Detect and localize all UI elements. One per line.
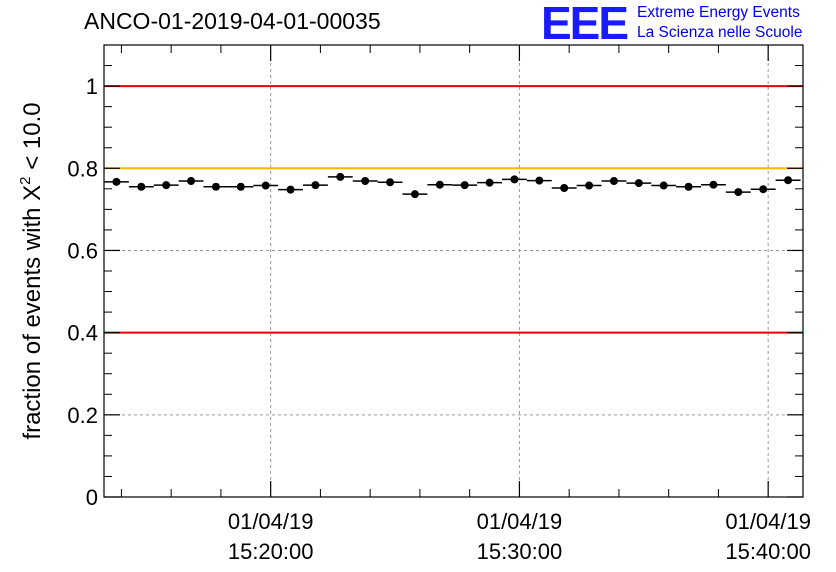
data-point bbox=[626, 179, 652, 188]
point-marker bbox=[187, 177, 196, 186]
point-marker bbox=[535, 176, 544, 185]
data-point bbox=[601, 177, 627, 186]
y-tick-label: 1 bbox=[86, 74, 98, 99]
point-marker bbox=[261, 181, 270, 190]
eee-logo-text: Extreme Energy Events La Scienza nelle S… bbox=[637, 3, 802, 43]
y-axis-label-superscript: 2 bbox=[17, 176, 34, 184]
point-marker bbox=[162, 181, 171, 190]
point-marker bbox=[684, 182, 693, 191]
reference-lines bbox=[104, 85, 803, 334]
y-tick-label: 0.4 bbox=[67, 321, 98, 346]
x-tick-label-time: 15:40:00 bbox=[725, 539, 811, 564]
y-axis-label-prefix: fraction of events with bbox=[19, 201, 46, 440]
data-point bbox=[427, 180, 453, 189]
data-point bbox=[701, 180, 726, 189]
data-point bbox=[377, 178, 403, 187]
data-point bbox=[203, 182, 229, 191]
y-tick-label: 0.6 bbox=[67, 238, 98, 263]
data-point bbox=[750, 185, 776, 194]
x-tick-label-time: 15:20:00 bbox=[228, 539, 314, 564]
point-marker bbox=[311, 181, 320, 190]
data-point bbox=[228, 182, 254, 191]
point-marker bbox=[286, 185, 295, 194]
point-marker bbox=[510, 175, 519, 184]
chart-title: ANCO-01-2019-04-01-00035 bbox=[84, 8, 381, 34]
data-points bbox=[104, 172, 801, 199]
logo-line-1: Extreme Energy Events bbox=[637, 4, 800, 21]
data-point bbox=[526, 176, 552, 185]
y-axis-label: fraction of events with X2 < 10.0 bbox=[17, 102, 46, 439]
point-marker bbox=[734, 188, 743, 197]
y-axis-label-suffix: < 10.0 bbox=[19, 102, 46, 176]
point-marker bbox=[784, 176, 793, 185]
y-axis-label-symbol: X bbox=[19, 185, 46, 201]
point-marker bbox=[137, 182, 146, 191]
point-marker bbox=[659, 181, 668, 190]
data-point bbox=[551, 183, 577, 192]
point-marker bbox=[211, 182, 220, 191]
x-tick-label-date: 01/04/19 bbox=[477, 509, 563, 534]
point-marker bbox=[336, 172, 345, 181]
logo-line-2: La Scienza nelle Scuole bbox=[637, 24, 803, 41]
data-point bbox=[253, 181, 279, 190]
point-marker bbox=[361, 177, 370, 186]
point-marker bbox=[236, 182, 245, 191]
point-marker bbox=[435, 180, 444, 189]
point-marker bbox=[759, 185, 768, 194]
point-marker bbox=[410, 190, 419, 199]
data-point bbox=[775, 176, 801, 185]
point-marker bbox=[585, 181, 594, 190]
y-tick-label: 0.8 bbox=[67, 156, 98, 181]
y-tick-label: 0 bbox=[86, 485, 98, 510]
data-point bbox=[178, 177, 204, 186]
data-point bbox=[402, 190, 428, 199]
data-point bbox=[303, 181, 328, 190]
point-marker bbox=[609, 177, 618, 186]
data-point bbox=[452, 181, 478, 190]
data-point bbox=[651, 181, 677, 190]
point-marker bbox=[560, 183, 569, 192]
point-marker bbox=[386, 178, 395, 187]
x-tick-label-time: 15:30:00 bbox=[477, 539, 563, 564]
y-tick-label: 0.2 bbox=[67, 403, 98, 428]
data-point bbox=[477, 178, 503, 187]
point-marker bbox=[485, 178, 494, 187]
point-marker bbox=[634, 179, 643, 188]
x-tick-label-date: 01/04/19 bbox=[228, 509, 314, 534]
data-point bbox=[725, 188, 751, 197]
tick-labels: 0 0.2 0.4 0.6 0.8 1 01/04/19 15:20:00 01/04/19 15… bbox=[67, 74, 811, 564]
plot-frame bbox=[103, 44, 804, 498]
grid-lines bbox=[104, 45, 803, 497]
data-point bbox=[104, 177, 129, 186]
data-point bbox=[153, 181, 179, 190]
data-point bbox=[502, 175, 527, 184]
data-point bbox=[128, 182, 154, 191]
point-marker bbox=[112, 177, 121, 186]
x-tick-label-date: 01/04/19 bbox=[725, 509, 811, 534]
data-point bbox=[352, 177, 378, 186]
data-point bbox=[676, 182, 702, 191]
eee-logo-mark: EEE bbox=[541, 0, 629, 49]
point-marker bbox=[460, 181, 469, 190]
axis-ticks bbox=[104, 45, 803, 498]
point-marker bbox=[709, 180, 718, 189]
data-point bbox=[327, 172, 353, 181]
data-point bbox=[278, 185, 304, 194]
data-point bbox=[576, 181, 602, 190]
